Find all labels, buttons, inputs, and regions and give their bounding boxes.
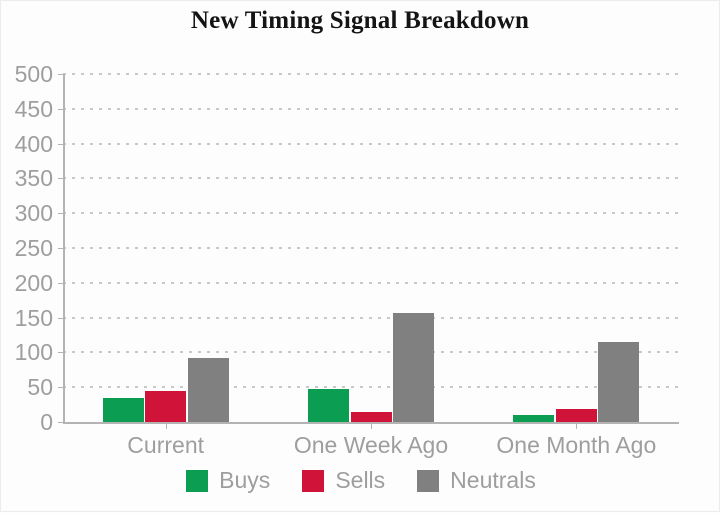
chart-title: New Timing Signal Breakdown xyxy=(190,7,530,34)
gridline-y-150 xyxy=(63,316,679,319)
y-axis-tick-label: 150 xyxy=(14,304,53,331)
y-axis-tick-mark xyxy=(58,422,63,423)
y-axis-tick-mark xyxy=(58,178,63,180)
legend-swatch-neutrals-icon xyxy=(417,469,440,492)
legend-item-buys: Buys xyxy=(186,467,270,494)
y-axis-tick-mark xyxy=(58,352,63,354)
y-axis-tick-label: 400 xyxy=(14,130,53,157)
gridline-y-500 xyxy=(63,73,679,75)
y-axis-tick-mark xyxy=(58,282,63,284)
y-axis-tick-label: 350 xyxy=(14,165,53,192)
legend-item-sells: Sells xyxy=(302,467,385,494)
y-axis-tick-label: 300 xyxy=(14,200,53,227)
bar-sells-3 xyxy=(555,409,597,422)
legend-label: Buys xyxy=(219,467,271,493)
bar-sells-1 xyxy=(145,390,187,422)
x-axis-category-label: One Month Ago xyxy=(496,432,657,458)
gridline-y-450 xyxy=(63,107,679,110)
x-axis-line xyxy=(63,422,679,424)
gridline-y-50 xyxy=(63,386,679,389)
gridline-y-200 xyxy=(63,281,679,284)
legend: Buys Sells Neutrals xyxy=(1,467,720,494)
x-axis-category-label: One Week Ago xyxy=(293,432,449,458)
y-axis-line xyxy=(63,74,65,422)
y-axis-tick-mark xyxy=(58,143,63,145)
gridline-y-300 xyxy=(63,212,679,215)
y-axis-tick-label: 250 xyxy=(14,235,53,261)
gridline-y-100 xyxy=(63,351,679,354)
bar-neutrals-3 xyxy=(598,341,640,422)
legend-swatch-sells-icon xyxy=(302,469,325,492)
y-axis-tick-label: 50 xyxy=(27,374,53,401)
y-axis-tick-mark xyxy=(58,387,63,389)
gridline-y-350 xyxy=(63,177,679,180)
y-axis-tick-label: 450 xyxy=(14,95,53,122)
y-axis-tick-mark xyxy=(58,213,63,215)
bar-buys-3 xyxy=(513,415,555,422)
y-axis-tick-label: 500 xyxy=(14,61,53,87)
x-axis-tick-mark xyxy=(165,424,167,429)
x-axis-category-label: Current xyxy=(127,432,205,458)
y-axis-tick-mark xyxy=(58,248,63,249)
y-axis-tick-mark xyxy=(58,317,63,319)
legend-label: Sells xyxy=(335,467,386,493)
x-axis-tick-mark xyxy=(576,424,578,429)
gridline-y-250 xyxy=(63,247,679,249)
bar-neutrals-2 xyxy=(393,312,434,422)
legend-swatch-buys-icon xyxy=(186,469,209,492)
bar-buys-1 xyxy=(102,397,144,422)
legend-item-neutrals: Neutrals xyxy=(417,467,536,494)
y-axis-tick-label: 0 xyxy=(40,409,53,435)
gridline-y-400 xyxy=(63,142,679,145)
bar-sells-2 xyxy=(350,412,392,422)
y-axis-tick-label: 200 xyxy=(14,269,53,296)
bar-neutrals-1 xyxy=(187,357,229,422)
y-axis-tick-mark xyxy=(58,74,63,75)
y-axis-tick-label: 100 xyxy=(14,339,53,366)
y-axis-tick-mark xyxy=(58,108,63,110)
legend-label: Neutrals xyxy=(450,467,536,493)
x-axis-tick-mark xyxy=(371,424,372,429)
bar-buys-2 xyxy=(308,388,349,422)
